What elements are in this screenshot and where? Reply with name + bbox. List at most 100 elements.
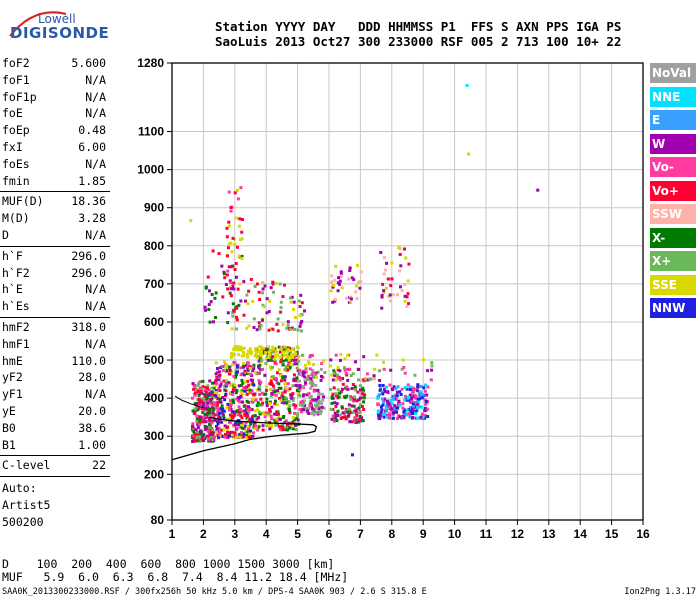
param-label: foF1: [2, 72, 30, 87]
param-row-mufd: MUF(D) 18.36: [2, 194, 108, 210]
echo-point: [285, 353, 289, 357]
echo-point: [287, 367, 291, 371]
echo-point: [278, 396, 282, 400]
echo-point: [317, 395, 321, 399]
echo-point: [272, 387, 276, 391]
echo-point: [192, 432, 196, 436]
param-value: 110.0: [71, 353, 106, 368]
echo-point: [207, 439, 211, 443]
echo-point: [308, 367, 312, 371]
echo-point: [234, 375, 238, 379]
echo-point: [210, 292, 214, 296]
echo-point: [320, 405, 324, 409]
echo-point: [397, 399, 401, 403]
echo-point: [333, 373, 337, 377]
echo-point: [220, 420, 224, 424]
echo-point: [407, 412, 411, 416]
y-tick-label: 700: [144, 277, 164, 291]
echo-point: [293, 362, 297, 366]
param-label: yF2: [2, 370, 23, 385]
echo-point: [305, 409, 309, 413]
echo-point: [205, 427, 209, 431]
echo-point: [285, 326, 289, 330]
echo-point: [405, 387, 409, 391]
echo-point: [208, 422, 212, 426]
echo-point: [345, 373, 349, 377]
echo-point: [301, 404, 305, 408]
echo-point: [208, 401, 212, 405]
echo-point: [398, 401, 402, 405]
echo-point: [251, 299, 255, 303]
echo-point: [339, 358, 343, 362]
echo-point: [271, 384, 275, 388]
echo-point: [259, 348, 263, 352]
echo-point: [396, 385, 400, 389]
y-tick-label: 200: [144, 467, 164, 481]
param-separator: [0, 317, 110, 318]
echo-point: [240, 218, 244, 222]
echo-point: [382, 415, 386, 419]
echo-point: [314, 383, 318, 387]
echo-point: [216, 433, 220, 437]
echo-point: [271, 280, 275, 284]
echo-point: [237, 224, 241, 228]
y-tick-label: 1280: [137, 56, 164, 70]
echo-point: [402, 410, 406, 414]
echo-point: [419, 393, 423, 397]
x-tick-label: 2: [200, 527, 207, 541]
legend-item-x: X-: [650, 227, 696, 248]
echo-point: [410, 397, 414, 401]
echo-point: [220, 365, 224, 369]
echo-point: [231, 398, 235, 402]
echo-point: [230, 250, 234, 254]
echo-point: [274, 376, 278, 380]
echo-point: [201, 403, 205, 407]
echo-point: [349, 397, 353, 401]
echo-point: [385, 403, 389, 407]
header-line-2: SaoLuis 2013 Oct27 300 233000 RSF 005 2 …: [215, 34, 622, 49]
echo-point: [227, 416, 231, 420]
echo-point: [207, 388, 211, 392]
echo-point: [334, 378, 338, 382]
echo-point: [252, 366, 256, 370]
echo-point: [259, 397, 263, 401]
echo-point: [264, 420, 268, 424]
echo-point: [248, 418, 252, 422]
echo-point: [281, 391, 285, 395]
echo-point: [307, 362, 311, 366]
echo-point: [285, 428, 289, 432]
echo-point: [317, 407, 321, 411]
param-label: foF2: [2, 56, 30, 70]
echo-point: [415, 416, 419, 420]
echo-point: [385, 261, 389, 265]
echo-point: [190, 436, 194, 440]
echo-point: [246, 418, 250, 422]
echo-point: [249, 391, 253, 395]
echo-point: [420, 412, 424, 416]
echo-point: [195, 420, 199, 424]
echo-point: [261, 291, 265, 295]
echo-point: [227, 242, 231, 246]
echo-point: [407, 262, 411, 266]
echo-point: [314, 398, 318, 402]
echo-point: [355, 297, 359, 301]
echo-point: [291, 363, 295, 367]
echo-point: [405, 295, 409, 299]
echo-point: [377, 417, 381, 421]
param-row-md: M(D) 3.28: [2, 211, 108, 227]
echo-point: [286, 388, 290, 392]
echo-point: [200, 418, 204, 422]
echo-point: [211, 393, 215, 397]
echo-point: [215, 370, 219, 374]
echo-point: [397, 414, 401, 418]
echo-point: [383, 397, 387, 401]
echo-point: [201, 415, 205, 419]
echo-point: [355, 284, 359, 288]
echo-point: [217, 387, 221, 391]
echo-point: [225, 434, 229, 438]
echo-point: [256, 401, 260, 405]
footer-file-info: SAA0K_2013300233000.RSF / 300fx256h 50 k…: [2, 587, 427, 597]
trace-curve: [174, 395, 204, 409]
echo-point: [193, 412, 197, 416]
